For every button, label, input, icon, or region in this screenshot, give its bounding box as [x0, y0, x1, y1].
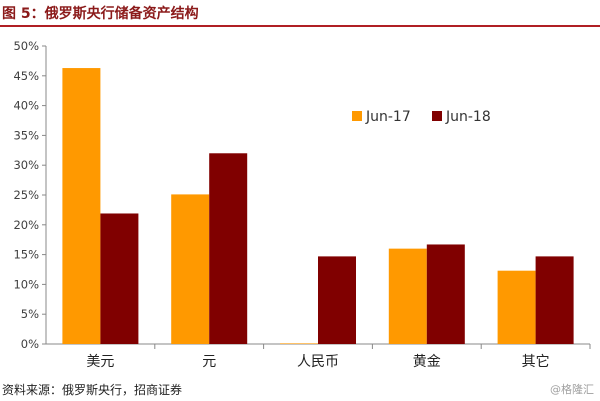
bar-jun-18-2 — [318, 256, 356, 344]
bar-jun-18-3 — [426, 244, 465, 344]
bar-chart: 0% 5% 10% 15% 20% 25% 30% 35% 40% 45% 50% 美元 元 人民币 黄金… — [13, 39, 591, 370]
bar-jun-17-2 — [280, 343, 318, 344]
y-tick-label: 35% — [13, 128, 39, 142]
x-tick-label: 人民币 — [297, 354, 339, 370]
y-tick-label: 10% — [13, 277, 39, 291]
y-tick-label: 45% — [13, 69, 39, 83]
bar-jun-18-1 — [209, 153, 248, 344]
y-tick-label: 50% — [13, 39, 39, 53]
y-tick-label: 5% — [21, 307, 39, 321]
x-tick-label: 黄金 — [413, 353, 441, 370]
y-tick-label: 40% — [13, 99, 39, 113]
bars — [62, 68, 574, 344]
legend-label-1: Jun-18 — [445, 109, 491, 125]
y-tick-label: 25% — [13, 188, 39, 202]
y-axis: 0% 5% 10% 15% 20% 25% 30% 35% 40% 45% 50% — [13, 39, 47, 351]
bar-jun-17-4 — [497, 270, 536, 344]
bar-jun-17-3 — [388, 248, 427, 344]
bar-jun-18-0 — [100, 213, 139, 344]
bar-jun-17-1 — [171, 194, 210, 344]
x-tick-label: 其它 — [522, 353, 550, 370]
bar-jun-18-4 — [535, 256, 574, 344]
y-tick-label: 15% — [13, 248, 39, 262]
watermark: @格隆汇 — [550, 383, 594, 396]
figure-title: 图 5：俄罗斯央行储备资产结构 — [2, 6, 199, 22]
source-note: 资料来源：俄罗斯央行，招商证券 — [2, 383, 183, 397]
figure-header: 图 5：俄罗斯央行储备资产结构 — [0, 0, 600, 27]
legend-label-0: Jun-17 — [365, 109, 411, 125]
y-tick-label: 0% — [21, 337, 39, 351]
x-tick-label: 美元 — [86, 354, 114, 370]
bar-jun-17-0 — [62, 68, 101, 344]
x-tick-label: 元 — [202, 354, 216, 370]
x-axis: 美元 元 人民币 黄金 其它 — [46, 343, 591, 370]
legend-swatch-0 — [352, 111, 362, 121]
y-tick-label: 20% — [13, 218, 39, 232]
y-tick-label: 30% — [13, 158, 39, 172]
title-underline — [0, 25, 600, 27]
legend-swatch-1 — [432, 111, 442, 121]
legend: Jun-17 Jun-18 — [352, 109, 491, 125]
